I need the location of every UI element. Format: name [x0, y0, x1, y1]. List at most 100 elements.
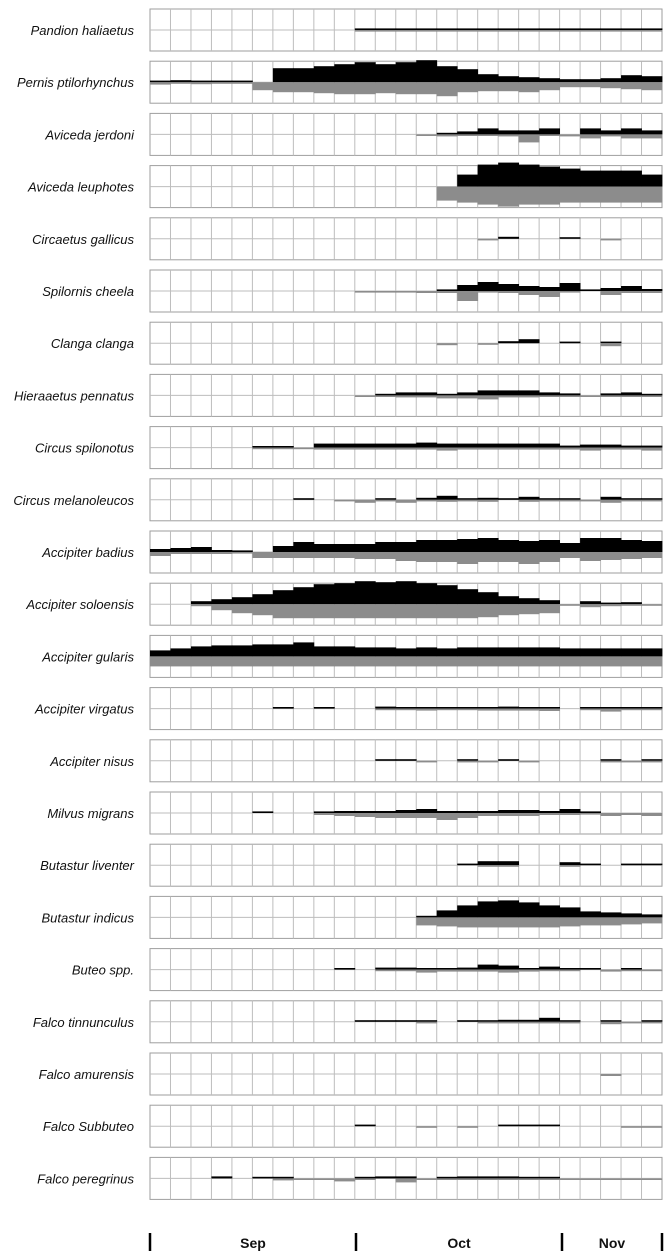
bar-upper: [375, 28, 397, 30]
bar-upper: [416, 915, 438, 918]
bar-lower: [621, 82, 642, 90]
bar-upper: [621, 28, 642, 30]
bar-lower: [416, 604, 438, 619]
bar-upper: [539, 966, 560, 970]
bar-upper: [518, 598, 540, 605]
bar-lower: [559, 134, 581, 137]
bar-lower: [375, 604, 397, 619]
bar-lower: [252, 604, 274, 616]
bar-upper: [539, 1124, 560, 1127]
bar-lower: [436, 552, 458, 562]
bar-upper: [498, 162, 520, 187]
bar-upper: [395, 759, 417, 761]
bar-lower: [150, 552, 171, 556]
bar-upper: [416, 442, 438, 448]
bar-upper: [498, 1176, 520, 1179]
bar-lower: [518, 82, 540, 93]
bar-upper: [293, 542, 315, 552]
bar-upper: [539, 905, 560, 918]
bar-lower: [600, 447, 622, 450]
bar-lower: [559, 395, 581, 397]
bar-upper: [395, 443, 417, 448]
bar-lower: [416, 1178, 438, 1180]
bar-lower: [436, 1178, 458, 1180]
bar-upper: [293, 68, 315, 83]
bar-lower: [416, 291, 438, 293]
bar-lower: [518, 1178, 540, 1180]
bar-lower: [498, 395, 520, 398]
bar-lower: [252, 82, 274, 91]
bar-upper: [477, 128, 499, 135]
bar-lower: [559, 917, 581, 927]
bar-upper: [395, 392, 417, 396]
bar-lower: [518, 134, 540, 143]
bar-lower: [395, 1178, 417, 1183]
bar-lower: [416, 917, 438, 926]
bar-upper: [600, 1020, 622, 1022]
bar-lower: [334, 1178, 356, 1182]
bar-lower: [354, 813, 376, 817]
bar-upper: [272, 68, 294, 83]
bar-upper: [457, 498, 479, 500]
bar-upper: [354, 811, 376, 813]
bar-lower: [498, 30, 520, 32]
month-label-oct: Oct: [447, 1235, 471, 1251]
bar-lower: [354, 604, 376, 619]
bar-upper: [580, 289, 601, 291]
bar-upper: [600, 912, 622, 918]
bar-lower: [375, 291, 397, 293]
bar-lower: [600, 656, 622, 667]
bar-upper: [416, 28, 438, 30]
species-label-accipiter-virgatus: Accipiter virgatus: [34, 702, 134, 717]
bar-lower: [621, 656, 642, 667]
bar-lower: [477, 969, 499, 972]
bar-upper: [436, 66, 458, 83]
bar-upper: [457, 1020, 479, 1022]
bar-lower: [436, 134, 458, 137]
bar-upper: [621, 286, 642, 291]
bar-lower: [457, 917, 479, 928]
bar-lower: [621, 447, 642, 450]
bar-lower: [600, 917, 622, 926]
bar-lower: [600, 1178, 622, 1180]
bar-upper: [498, 28, 520, 30]
bar-upper: [354, 1124, 376, 1127]
bar-lower: [518, 969, 540, 972]
bar-lower: [641, 1126, 663, 1128]
bar-lower: [580, 1178, 601, 1180]
bar-lower: [641, 969, 663, 972]
bar-upper: [498, 284, 520, 291]
bar-upper: [600, 78, 622, 83]
bar-upper: [600, 648, 622, 657]
bar-upper: [354, 647, 376, 657]
bar-lower: [539, 813, 560, 815]
bar-lower: [395, 30, 417, 32]
bar-lower: [395, 604, 417, 619]
bar-upper: [457, 647, 479, 657]
bar-lower: [600, 1021, 622, 1025]
bar-lower: [498, 82, 520, 92]
bar-upper: [498, 498, 520, 500]
bar-lower: [477, 343, 499, 345]
bar-upper: [518, 1176, 540, 1179]
bar-lower: [600, 343, 622, 347]
bar-upper: [600, 707, 622, 709]
bar-upper: [539, 78, 560, 83]
bar-lower: [416, 1126, 438, 1128]
bar-lower: [539, 447, 560, 450]
bar-lower: [641, 604, 663, 606]
bar-lower: [559, 656, 581, 667]
bar-upper: [498, 861, 520, 866]
bar-upper: [600, 538, 622, 552]
bar-lower: [477, 552, 499, 562]
species-label-falco-amurensis: Falco amurensis: [39, 1067, 135, 1082]
bar-lower: [641, 82, 663, 91]
bar-upper: [600, 444, 622, 448]
bar-upper: [190, 80, 212, 83]
bar-lower: [621, 708, 642, 711]
bar-lower: [313, 656, 335, 667]
bar-upper: [518, 810, 540, 813]
bar-lower: [518, 708, 540, 711]
bar-upper: [354, 544, 376, 552]
